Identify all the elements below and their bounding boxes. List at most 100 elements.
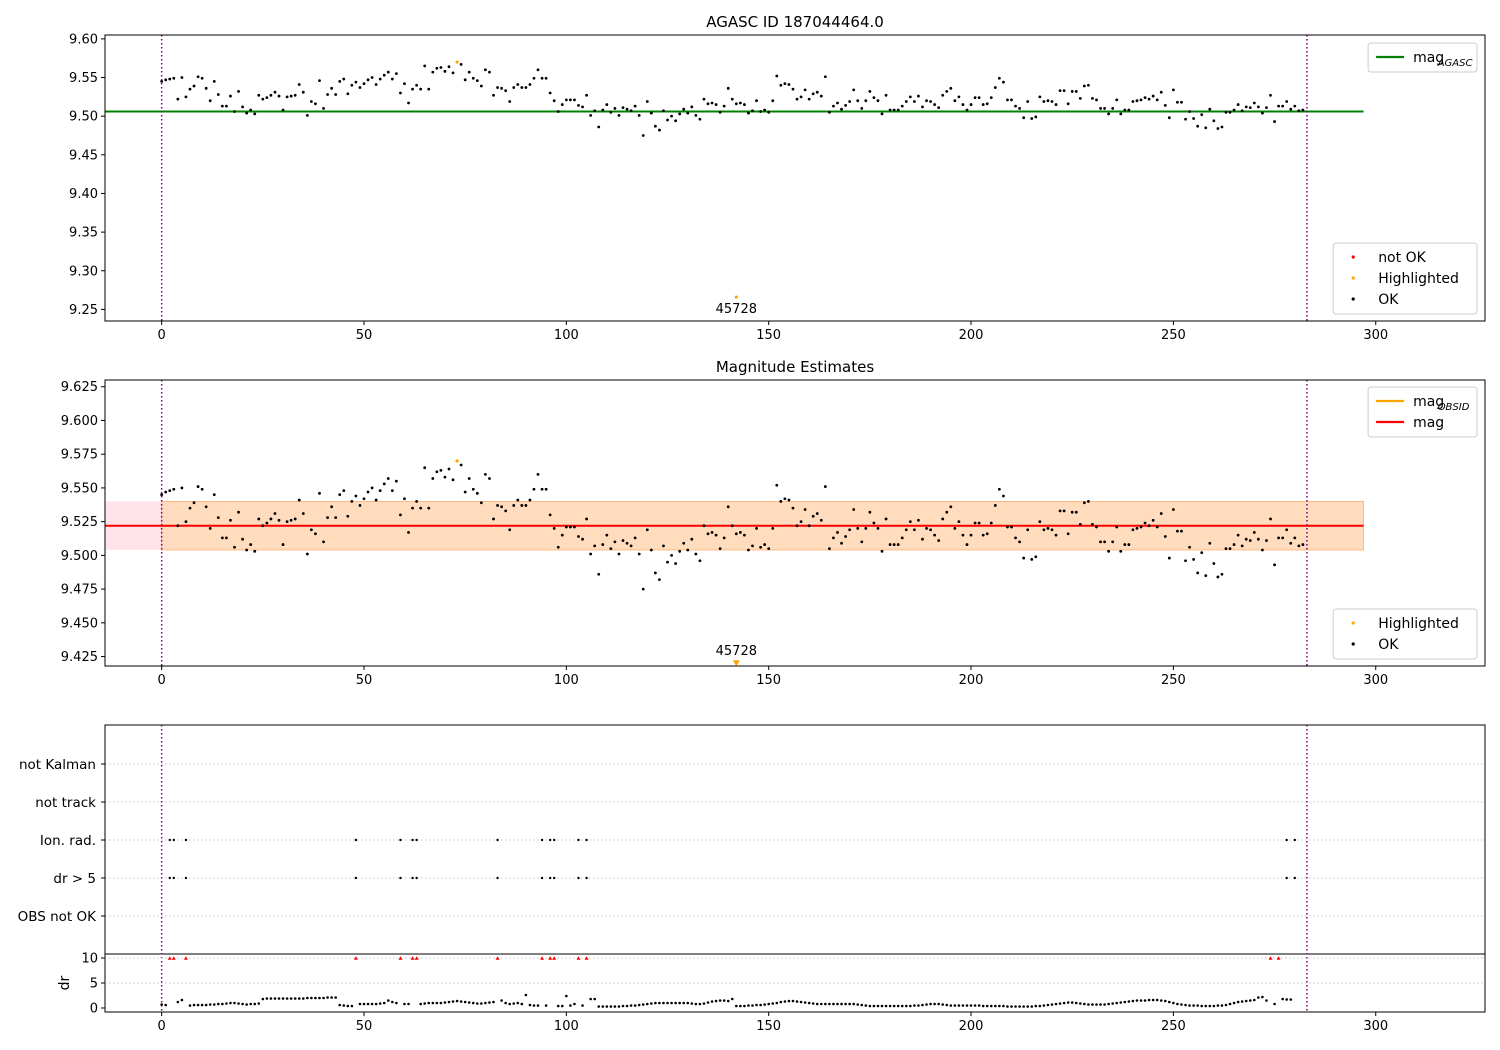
flag-point: [411, 838, 414, 842]
data-point-ok: [1074, 90, 1078, 93]
dr-point: [265, 997, 269, 1000]
data-point-ok: [827, 547, 831, 551]
data-point-ok: [743, 533, 746, 537]
flag-point: [496, 838, 499, 842]
data-point-ok: [1236, 533, 1240, 537]
dr-point: [1002, 1004, 1005, 1008]
dr-point: [726, 999, 730, 1003]
data-point-ok: [411, 87, 414, 91]
data-point-ok: [164, 78, 168, 82]
data-point-ok: [322, 107, 325, 110]
data-point-ok: [374, 498, 378, 502]
data-point-ok: [759, 110, 763, 113]
data-point-ok: [552, 526, 556, 530]
dr-point: [204, 1003, 208, 1007]
dr-point: [872, 1004, 876, 1008]
data-point-ok: [245, 111, 249, 115]
data-point-ok: [589, 113, 593, 117]
data-point-ok: [568, 525, 572, 529]
dr-point: [374, 1002, 378, 1006]
dr-point: [755, 1003, 758, 1007]
dr-point: [876, 1004, 880, 1008]
legend-label-subscript: AGASC: [1437, 58, 1473, 69]
dr-outlier-marker: [183, 956, 188, 960]
flag-point: [548, 838, 552, 842]
flag-point: [577, 838, 580, 842]
dr-point: [1155, 998, 1159, 1002]
data-point-ok: [823, 75, 827, 79]
dr-point: [297, 997, 301, 1000]
flag-point: [184, 838, 188, 842]
data-point-ok: [314, 532, 317, 536]
data-point-ok: [613, 540, 617, 544]
data-point-ok: [208, 99, 212, 103]
data-point-ok: [289, 94, 293, 98]
data-point-ok: [204, 86, 208, 90]
data-point-ok: [1123, 108, 1127, 112]
data-point-ok: [633, 536, 637, 540]
data-point-ok: [1248, 106, 1252, 110]
dr-point: [1026, 1005, 1029, 1008]
data-point-ok: [419, 506, 423, 510]
data-point-ok: [1200, 551, 1204, 555]
data-point-ok: [378, 77, 382, 81]
data-point-ok: [872, 521, 876, 525]
data-point-ok: [297, 498, 301, 502]
dr-outlier-marker: [353, 956, 358, 960]
dr-point: [556, 1004, 560, 1008]
data-point-ok: [767, 110, 771, 114]
data-point-ok: [872, 96, 876, 100]
data-point-ok: [532, 76, 536, 80]
x-tick-label: 300: [1363, 1019, 1388, 1034]
data-point-ok: [318, 491, 321, 495]
dr-point: [528, 1003, 532, 1007]
data-point-ok: [1115, 525, 1119, 529]
data-point-ok: [880, 549, 884, 553]
dr-point: [917, 1004, 920, 1007]
data-point-ok: [840, 541, 843, 545]
data-point-ok: [815, 90, 819, 94]
dr-point: [467, 1001, 471, 1004]
dr-point: [391, 1000, 394, 1004]
data-point-ok: [479, 501, 483, 505]
data-point-ok: [779, 500, 783, 503]
dr-point: [382, 1001, 386, 1005]
dr-point: [1184, 1003, 1187, 1007]
dr-point: [625, 1004, 629, 1008]
data-point-ok: [160, 79, 164, 83]
data-point-ok: [346, 92, 350, 96]
dr-point: [1261, 995, 1264, 999]
dr-point: [253, 1002, 257, 1006]
dr-point: [820, 1002, 823, 1006]
data-point-ok: [637, 552, 641, 556]
dr-point: [342, 1004, 346, 1007]
data-point-ok: [682, 107, 686, 111]
dr-point: [937, 1002, 940, 1006]
dr-point: [900, 1004, 904, 1008]
dr-point: [435, 1001, 439, 1005]
data-point-ok: [475, 491, 479, 495]
legend-label: Highlighted: [1378, 616, 1459, 632]
data-point-ok: [309, 100, 313, 103]
data-point-ok: [1269, 93, 1272, 97]
panel3-flags-area: not Kalman not track Ion. rad. dr > 5 OBS no…: [18, 724, 1486, 1013]
data-point-ok: [1297, 109, 1301, 113]
data-point-ok: [969, 533, 973, 537]
dr-outlier-marker: [1268, 956, 1273, 960]
data-point-ok: [949, 505, 953, 509]
data-point-ok: [1196, 571, 1200, 575]
data-point-ok: [399, 91, 402, 95]
data-point-ok: [407, 531, 410, 534]
dr-point: [569, 1004, 572, 1007]
data-point-ok: [900, 536, 904, 540]
x-tick-label: 50: [356, 328, 373, 343]
flag-point: [1293, 876, 1296, 880]
y-tick-label: 9.45: [69, 148, 98, 163]
dr-point: [662, 1001, 665, 1005]
data-point-ok: [674, 562, 678, 565]
dr-point: [1289, 998, 1293, 1001]
data-point-ok: [241, 537, 244, 541]
dr-point: [714, 999, 718, 1003]
data-point-ok: [257, 93, 261, 97]
data-point-ok: [755, 526, 758, 530]
